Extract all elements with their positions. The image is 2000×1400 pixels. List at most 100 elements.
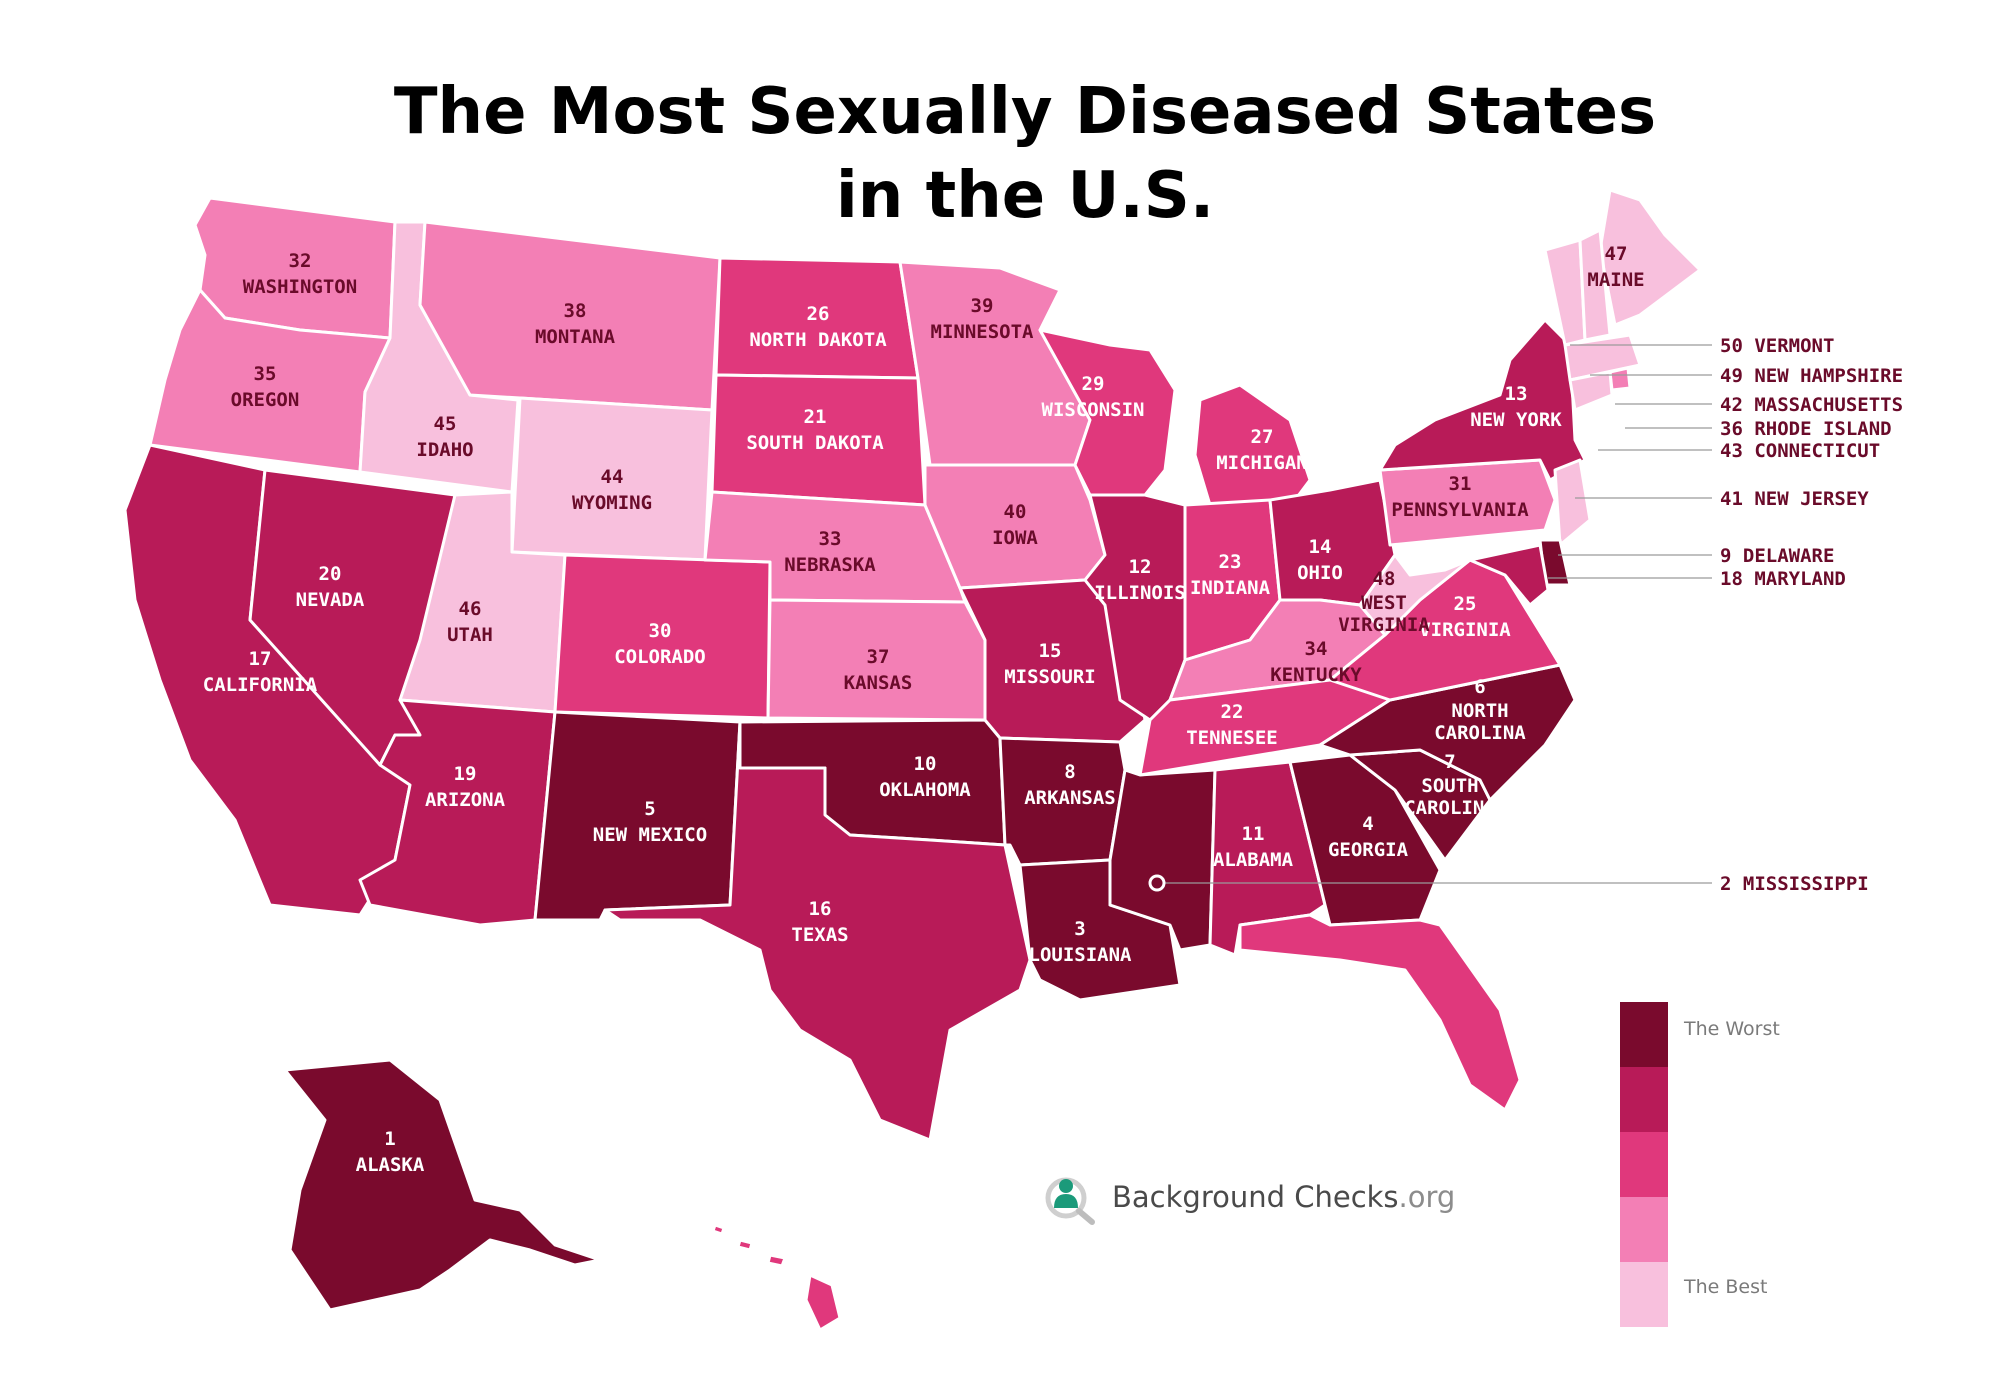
state-rank: 32 <box>289 250 312 272</box>
state-rank: 45 <box>434 413 457 435</box>
state-rank: 6 <box>1474 676 1485 698</box>
state-name: MAINE <box>1587 269 1644 291</box>
state-rank: 34 <box>1305 638 1328 660</box>
state-name: CALIFORNIA <box>203 674 318 696</box>
state-label-colorado: 30 COLORADO <box>614 620 706 668</box>
state-rank: 4 <box>1362 813 1373 835</box>
state-name: ALASKA <box>356 1154 425 1176</box>
callout-label-maryland: 18 MARYLAND <box>1720 568 1846 590</box>
state-rank: 1 <box>384 1128 395 1150</box>
state-name: KANSAS <box>844 672 913 694</box>
state-label-idaho: 45 IDAHO <box>416 413 473 461</box>
legend-swatch-2 <box>1620 1067 1668 1132</box>
state-michigan <box>1193 383 1312 507</box>
state-label-virginia: 25 VIRGINIA <box>1419 593 1511 641</box>
state-rank: 22 <box>1221 701 1244 723</box>
state-label-north-carolina: 6 NORTH CAROLINA <box>1434 676 1526 744</box>
state-rank: 21 <box>804 406 827 428</box>
state-rank: 39 <box>971 295 994 317</box>
callout-label-new-hampshire: 49 NEW HAMPSHIRE <box>1720 365 1903 387</box>
map-title: The Most Sexually Diseased States in the… <box>0 70 2000 238</box>
state-name-part: CAROLINA <box>1404 797 1496 819</box>
state-rank: 47 <box>1605 243 1628 265</box>
state-rank: 5 <box>644 798 655 820</box>
state-name: MINNESOTA <box>931 321 1035 343</box>
state-label-montana: 38 MONTANA <box>535 300 616 348</box>
state-west-virginia <box>1358 553 1472 637</box>
state-rank: 11 <box>1242 823 1265 845</box>
state-rank: 27 <box>1251 426 1274 448</box>
state-name: NEBRASKA <box>784 554 876 576</box>
brand-wordmark: Background Checks.org <box>1112 1180 1455 1214</box>
state-label-oklahoma: 10 OKLAHOMA <box>879 753 971 801</box>
state-new-jersey <box>1553 458 1592 547</box>
state-name: PENNSYLVANIA <box>1391 499 1529 521</box>
state-name: TEXAS <box>791 924 848 946</box>
state-name-part: NORTH <box>1451 700 1508 722</box>
legend-swatch-3 <box>1620 1132 1668 1197</box>
state-label-arkansas: 8 ARKANSAS <box>1024 761 1116 809</box>
state-rank: 46 <box>459 598 482 620</box>
state-label-tennesee: 22 TENNESEE <box>1186 701 1278 749</box>
state-label-minnesota: 39 MINNESOTA <box>931 295 1035 343</box>
state-rank: 30 <box>649 620 672 642</box>
state-label-oregon: 35 OREGON <box>231 363 300 411</box>
state-label-pennsylvania: 31 PENNSYLVANIA <box>1391 473 1529 521</box>
callout-label-connecticut: 43 CONNECTICUT <box>1720 440 1880 462</box>
northeast-callouts: 2 MISSISSIPPI 50 VERMONT 49 NEW HAMPSHIRE 4… <box>1165 335 1903 895</box>
state-label-texas: 16 TEXAS <box>791 898 848 946</box>
state-name: FLORIDA <box>1375 1084 1456 1106</box>
state-rank: 40 <box>1004 501 1027 523</box>
state-name: WASHINGTON <box>243 276 357 298</box>
state-label-kentucky: 34 KENTUCKY <box>1270 638 1362 686</box>
legend-swatch-worst <box>1620 1002 1668 1067</box>
state-rank: 17 <box>249 648 272 670</box>
state-label-nevada: 20 NEVADA <box>296 563 365 611</box>
state-rank: 44 <box>601 466 624 488</box>
state-rank: 12 <box>1129 556 1152 578</box>
state-label-louisiana: 3 LOUISIANA <box>1029 918 1133 966</box>
state-label-florida: 24 FLORIDA <box>1375 1058 1456 1106</box>
state-label-west-virginia: 48 WEST VIRGINIA <box>1338 568 1430 636</box>
state-name: HAWAII <box>826 1266 895 1288</box>
brand-suffix: .org <box>1398 1180 1456 1214</box>
state-rank: 23 <box>1219 551 1242 573</box>
state-label-hawaii: 28 HAWAII <box>826 1240 895 1288</box>
state-rank: 20 <box>319 563 342 585</box>
state-wisconsin <box>1038 328 1177 497</box>
state-label-ohio: 14 OHIO <box>1297 536 1343 584</box>
state-rank: 13 <box>1505 383 1528 405</box>
state-name: OHIO <box>1297 562 1343 584</box>
state-shapes <box>123 188 1702 1332</box>
state-name: WYOMING <box>572 492 652 514</box>
callout-label-vermont: 50 VERMONT <box>1720 335 1834 357</box>
callout-label-mississippi: 2 MISSISSIPPI <box>1720 873 1869 895</box>
state-maryland <box>1468 543 1550 607</box>
state-new-mexico <box>533 710 742 922</box>
state-name: MICHIGAN <box>1216 452 1308 474</box>
callout-label-massachusetts: 42 MASSACHUSETTS <box>1720 394 1903 416</box>
state-rhode-island <box>1608 366 1632 392</box>
state-label-south-dakota: 21 SOUTH DAKOTA <box>746 406 884 454</box>
legend-best-label: The Best <box>1684 1276 1768 1298</box>
magnifier-person-icon <box>1045 1177 1095 1225</box>
state-name: COLORADO <box>614 646 706 668</box>
state-name: UTAH <box>447 624 493 646</box>
state-hawaii <box>711 1223 842 1332</box>
state-name: IDAHO <box>416 439 473 461</box>
state-label-wisconsin: 29 WISCONSIN <box>1042 373 1145 421</box>
state-label-indiana: 23 INDIANA <box>1190 551 1271 599</box>
state-name: OKLAHOMA <box>879 779 971 801</box>
callout-label-delaware: 9 DELAWARE <box>1720 545 1834 567</box>
state-rank: 3 <box>1074 918 1085 940</box>
state-name: IOWA <box>992 527 1038 549</box>
state-label-arizona: 19 ARIZONA <box>425 763 506 811</box>
state-rank: 28 <box>849 1240 872 1262</box>
state-name: LOUISIANA <box>1029 944 1133 966</box>
state-rank: 7 <box>1444 751 1455 773</box>
state-rank: 31 <box>1449 473 1472 495</box>
state-label-new-mexico: 5 NEW MEXICO <box>593 798 707 846</box>
state-name: ILLINOIS <box>1094 582 1186 604</box>
state-connecticut <box>1568 370 1614 412</box>
